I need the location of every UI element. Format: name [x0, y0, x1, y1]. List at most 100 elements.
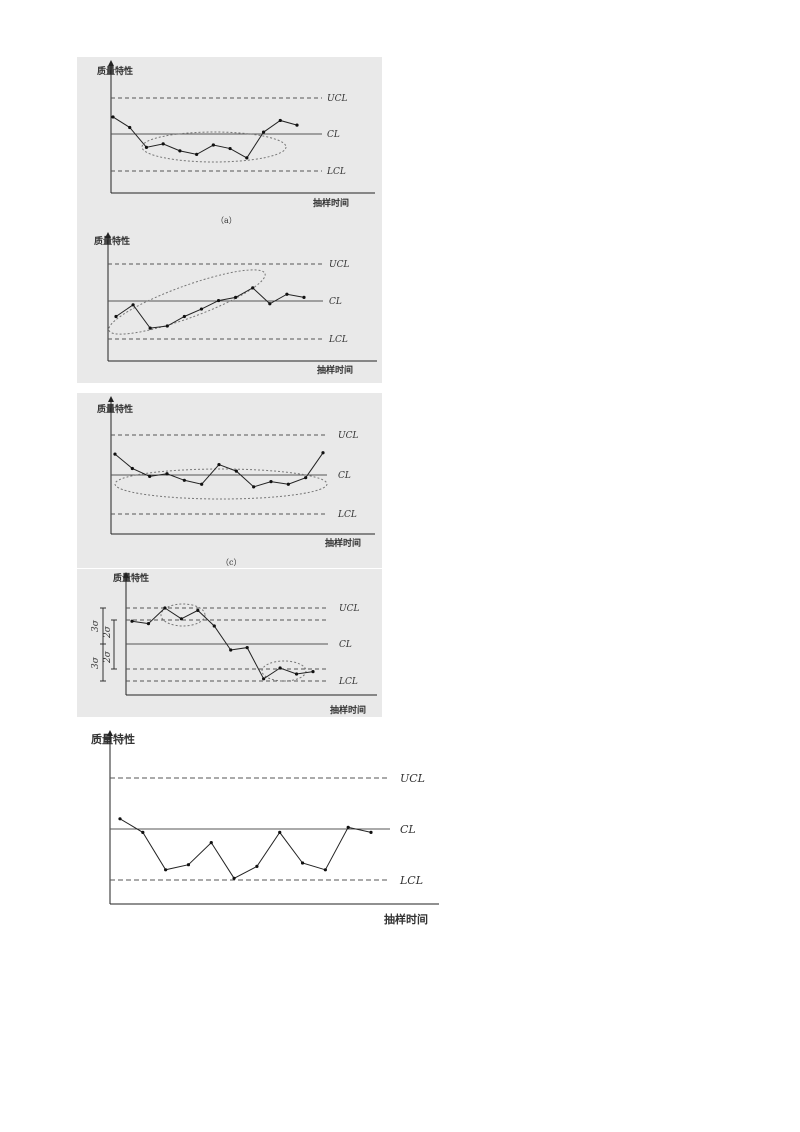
x-axis-label: 抽样时间 [325, 537, 361, 549]
ucl-label: UCL [329, 260, 349, 270]
data-point [252, 485, 256, 489]
data-point [163, 606, 167, 610]
cl-label: CL [329, 297, 342, 307]
data-point [216, 298, 221, 303]
cl-label: CL [327, 130, 340, 140]
sigma-label-3-lower: 3σ [91, 656, 101, 669]
data-point [232, 876, 236, 880]
chart-svg: 质量特性 抽样时间 UCL CL LCL （a） [97, 60, 375, 225]
chart-svg: 质量特性 抽样时间 UCL CL LCL [91, 730, 439, 926]
data-point [146, 622, 151, 626]
series-line [114, 452, 324, 488]
data-point [261, 130, 266, 134]
data-point [212, 624, 216, 628]
data-point [294, 672, 299, 676]
ucl-label: UCL [338, 431, 358, 441]
data-point [182, 314, 186, 319]
data-point [346, 825, 350, 829]
ucl-label: UCL [327, 94, 347, 104]
data-point [229, 648, 233, 652]
control-chart-c: 质量特性 抽样时间 UCL CL LCL （c） [77, 393, 382, 568]
lcl-label: LCL [337, 510, 357, 520]
data-point [311, 670, 315, 674]
x-axis-label: 抽样时间 [384, 912, 428, 926]
highlight-ellipse [114, 468, 328, 500]
data-point [165, 472, 169, 476]
y-axis-label: 质量特性 [91, 732, 135, 746]
data-point [118, 817, 122, 821]
data-point [195, 152, 199, 156]
lcl-label: LCL [328, 335, 348, 345]
highlight-ellipse [108, 269, 266, 335]
y-axis-label: 质量特性 [113, 572, 149, 584]
data-point [302, 295, 306, 299]
data-point [128, 125, 132, 130]
cl-label: CL [400, 823, 416, 836]
chart-caption: （c） [221, 558, 241, 567]
data-point [211, 143, 215, 147]
sigma-label-2-lower: 2σ [103, 650, 113, 664]
data-point [130, 466, 134, 471]
data-point [323, 868, 327, 872]
y-axis-arrow [105, 232, 111, 238]
y-axis-arrow [107, 730, 113, 736]
data-point [234, 295, 238, 299]
data-point [278, 666, 282, 670]
x-axis-label: 抽样时间 [317, 364, 353, 376]
ucl-label: UCL [339, 604, 359, 614]
sigma-brackets [100, 607, 117, 682]
data-point [148, 326, 152, 330]
data-point [245, 646, 249, 650]
data-point [141, 830, 145, 834]
series-line [131, 607, 314, 680]
data-point [131, 303, 135, 307]
data-point [217, 462, 221, 467]
data-point [251, 286, 255, 290]
data-point [182, 478, 186, 482]
data-point [164, 868, 168, 872]
highlight-ellipse-lower [261, 660, 307, 682]
lcl-label: LCL [338, 677, 358, 687]
data-point [178, 149, 182, 153]
chart-caption: （a） [216, 216, 237, 225]
data-point [321, 451, 325, 455]
lcl-label: LCL [326, 167, 346, 177]
data-point [114, 314, 118, 319]
data-point [300, 861, 305, 865]
data-point [179, 617, 183, 621]
y-axis-label: 质量特性 [97, 403, 133, 415]
data-point [245, 156, 249, 160]
data-point [262, 677, 266, 681]
control-chart-b: 质量特性 抽样时间 UCL CL LCL [77, 229, 382, 383]
data-point [200, 482, 204, 486]
control-chart-a: 质量特性 抽样时间 UCL CL LCL （a） [77, 57, 382, 229]
sigma-label-3-upper: 3σ [91, 619, 101, 632]
data-point [165, 324, 169, 328]
ucl-label: UCL [400, 772, 425, 785]
series-line [119, 818, 372, 879]
data-point [234, 469, 238, 473]
data-point [278, 118, 282, 123]
series-line [115, 287, 305, 329]
data-point [285, 292, 289, 296]
data-point [144, 145, 149, 149]
control-chart-d: 质量特性 抽样时间 UCL CL LCL 3σ 2σ 2σ 3σ [77, 569, 382, 717]
data-point [186, 863, 191, 867]
y-axis-arrow [108, 60, 114, 66]
control-chart-e: 质量特性 抽样时间 UCL CL LCL [77, 727, 447, 932]
data-point [199, 307, 204, 311]
x-axis-label: 抽样时间 [330, 704, 366, 716]
data-point [304, 476, 308, 480]
data-point [209, 841, 213, 845]
cl-label: CL [338, 471, 351, 481]
data-point [130, 619, 134, 623]
data-point [111, 115, 115, 119]
sigma-label-2-upper: 2σ [103, 625, 113, 639]
data-point [269, 480, 273, 484]
data-point [196, 608, 200, 612]
data-point [278, 830, 282, 834]
chart-svg: 质量特性 抽样时间 UCL CL LCL （c） [97, 396, 375, 567]
cl-label: CL [339, 640, 352, 650]
chart-svg: 质量特性 抽样时间 UCL CL LCL [94, 232, 377, 376]
series-line [112, 116, 298, 159]
